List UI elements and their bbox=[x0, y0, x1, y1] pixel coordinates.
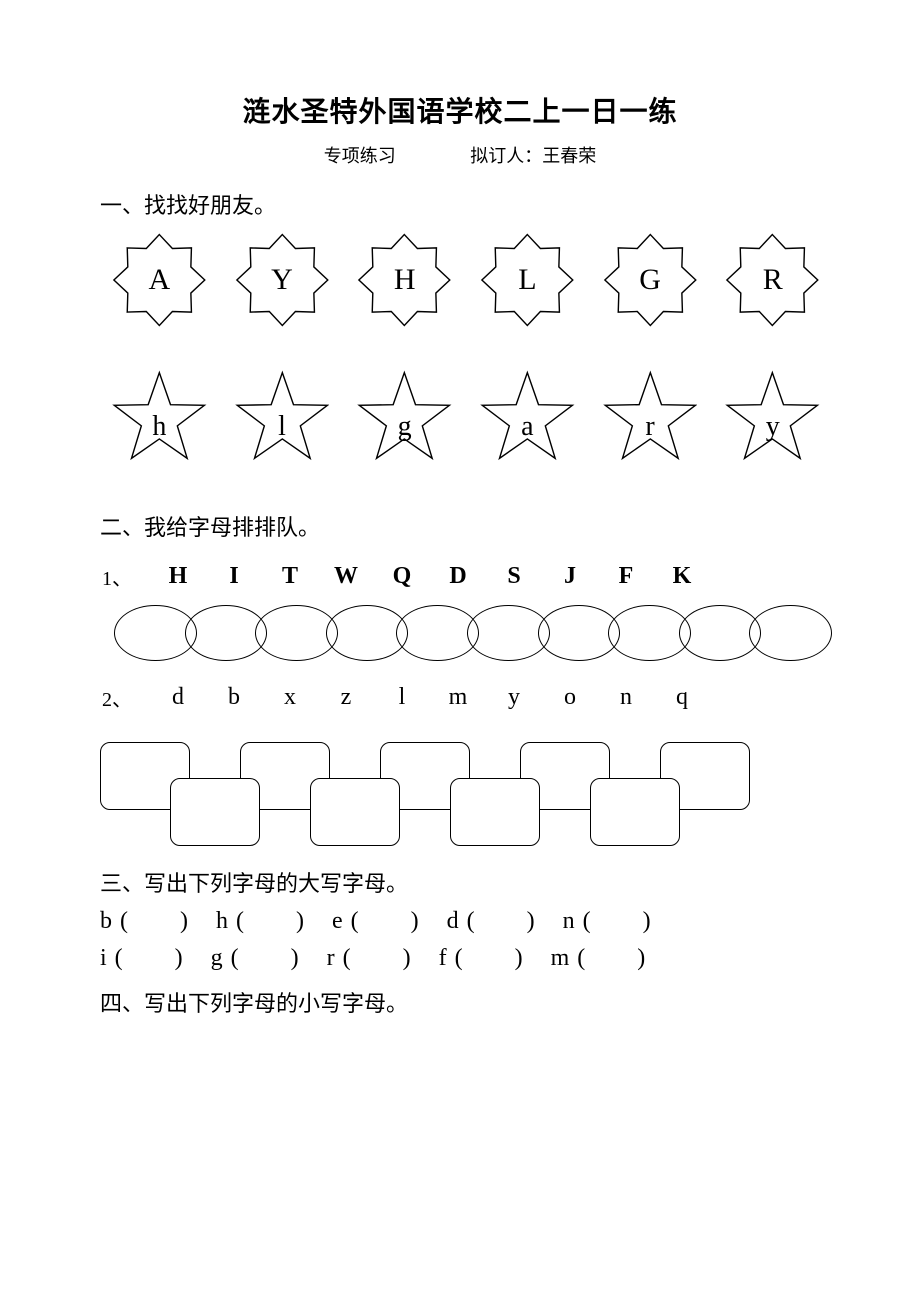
sunburst-shape: H bbox=[357, 230, 452, 330]
subtitle-right: 拟订人：王春荣 bbox=[470, 142, 596, 168]
letter-item: l bbox=[388, 684, 416, 711]
letter-item: z bbox=[332, 684, 360, 711]
star-label: a bbox=[480, 370, 575, 470]
letter-item: y bbox=[500, 684, 528, 711]
letters-row-1: 1、 H I T W Q D S J F K bbox=[100, 562, 820, 591]
section3-heading: 三、写出下列字母的大写字母。 bbox=[100, 866, 820, 898]
fill-blank-item[interactable]: i ( ) bbox=[100, 945, 185, 972]
section2-heading: 二、我给字母排排队。 bbox=[100, 510, 820, 542]
letter-item: J bbox=[556, 563, 584, 590]
star-shape: y bbox=[725, 370, 820, 470]
star-label: l bbox=[235, 370, 330, 470]
letter-item: b bbox=[220, 684, 248, 711]
answer-box[interactable] bbox=[170, 778, 260, 846]
fill-blank-item[interactable]: f ( ) bbox=[439, 945, 525, 972]
fill-blank-item[interactable]: b ( ) bbox=[100, 908, 190, 935]
fill-row-2: i ( ) g ( ) r ( ) f ( ) m ( ) bbox=[100, 945, 820, 972]
sunburst-row: AYHLGR bbox=[100, 230, 820, 330]
sunburst-shape: L bbox=[480, 230, 575, 330]
answer-box[interactable] bbox=[590, 778, 680, 846]
answer-ellipse[interactable] bbox=[749, 605, 832, 661]
letter-item: S bbox=[500, 563, 528, 590]
sunburst-shape: A bbox=[112, 230, 207, 330]
sunburst-label: A bbox=[112, 230, 207, 330]
star-shape: h bbox=[112, 370, 207, 470]
letter-item: D bbox=[444, 563, 472, 590]
letter-item: F bbox=[612, 563, 640, 590]
letter-item: I bbox=[220, 563, 248, 590]
sunburst-label: Y bbox=[235, 230, 330, 330]
row2-number: 2、 bbox=[102, 683, 132, 712]
row1-number: 1、 bbox=[102, 562, 132, 591]
sunburst-shape: R bbox=[725, 230, 820, 330]
letter-item: K bbox=[668, 563, 696, 590]
sunburst-label: L bbox=[480, 230, 575, 330]
ellipse-row bbox=[100, 605, 820, 661]
letter-item: d bbox=[164, 684, 192, 711]
letter-item: Q bbox=[388, 563, 416, 590]
answer-box[interactable] bbox=[310, 778, 400, 846]
sunburst-label: R bbox=[725, 230, 820, 330]
section4-heading: 四、写出下列字母的小写字母。 bbox=[100, 986, 820, 1018]
letter-item: H bbox=[164, 563, 192, 590]
page-title: 涟水圣特外国语学校二上一日一练 bbox=[100, 90, 820, 130]
star-label: g bbox=[357, 370, 452, 470]
letter-item: q bbox=[668, 684, 696, 711]
star-label: h bbox=[112, 370, 207, 470]
star-shape: l bbox=[235, 370, 330, 470]
fill-blank-item[interactable]: d ( ) bbox=[447, 908, 537, 935]
fill-row-1: b ( ) h ( ) e ( ) d ( ) n ( ) bbox=[100, 908, 820, 935]
letters-row-2: 2、 d b x z l m y o n q bbox=[100, 683, 820, 712]
star-label: y bbox=[725, 370, 820, 470]
fill-blank-item[interactable]: g ( ) bbox=[211, 945, 301, 972]
star-shape: a bbox=[480, 370, 575, 470]
fill-blank-item[interactable]: n ( ) bbox=[563, 908, 653, 935]
letter-item: o bbox=[556, 684, 584, 711]
section1-heading: 一、找找好朋友。 bbox=[100, 188, 820, 220]
sunburst-label: H bbox=[357, 230, 452, 330]
fill-blank-item[interactable]: m ( ) bbox=[551, 945, 648, 972]
star-row: hlgary bbox=[100, 370, 820, 470]
page-subtitle: 专项练习 拟订人：王春荣 bbox=[100, 142, 820, 168]
letter-item: x bbox=[276, 684, 304, 711]
fill-blank-item[interactable]: e ( ) bbox=[332, 908, 421, 935]
letter-item: W bbox=[332, 563, 360, 590]
star-shape: g bbox=[357, 370, 452, 470]
sunburst-shape: G bbox=[603, 230, 698, 330]
fill-blank-item[interactable]: r ( ) bbox=[327, 945, 413, 972]
sunburst-shape: Y bbox=[235, 230, 330, 330]
box-row bbox=[100, 742, 820, 852]
answer-box[interactable] bbox=[450, 778, 540, 846]
letter-item: T bbox=[276, 563, 304, 590]
star-shape: r bbox=[603, 370, 698, 470]
subtitle-left: 专项练习 bbox=[324, 142, 396, 168]
star-label: r bbox=[603, 370, 698, 470]
fill-blank-item[interactable]: h ( ) bbox=[216, 908, 306, 935]
letter-item: m bbox=[444, 684, 472, 711]
letter-item: n bbox=[612, 684, 640, 711]
sunburst-label: G bbox=[603, 230, 698, 330]
